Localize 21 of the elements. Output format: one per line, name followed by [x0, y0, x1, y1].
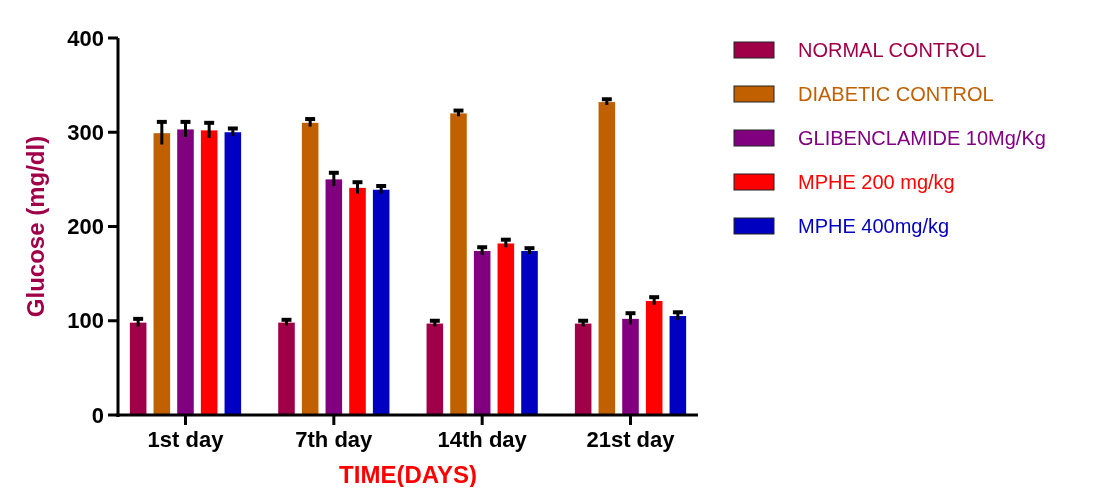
bar — [598, 102, 616, 415]
legend-label: MPHE 400mg/kg — [798, 215, 950, 237]
legend-label: MPHE 200 mg/kg — [798, 171, 955, 193]
x-tick-label: 1st day — [147, 427, 225, 452]
y-tick-label: 200 — [67, 214, 104, 240]
x-tick-label: 7th day — [295, 427, 374, 452]
y-axis-title: Glucose (mg/dl) — [22, 135, 49, 318]
bar — [177, 129, 194, 415]
y-tick-label: 400 — [67, 25, 104, 51]
x-tick-label: 21st day — [586, 427, 676, 452]
bar — [521, 251, 538, 415]
y-tick-label: 300 — [67, 119, 104, 145]
bar — [200, 130, 218, 415]
y-tick-label: 0 — [91, 402, 104, 428]
bar — [325, 179, 343, 415]
legend-label: NORMAL CONTROL — [798, 39, 987, 61]
legend-label: DIABETIC CONTROL — [798, 83, 994, 105]
y-tick-label: 100 — [67, 308, 104, 334]
x-tick-label: 14th day — [437, 427, 528, 452]
legend-label: GLIBENCLAMIDE 10Mg/Kg — [798, 127, 1046, 149]
bar — [153, 133, 171, 415]
